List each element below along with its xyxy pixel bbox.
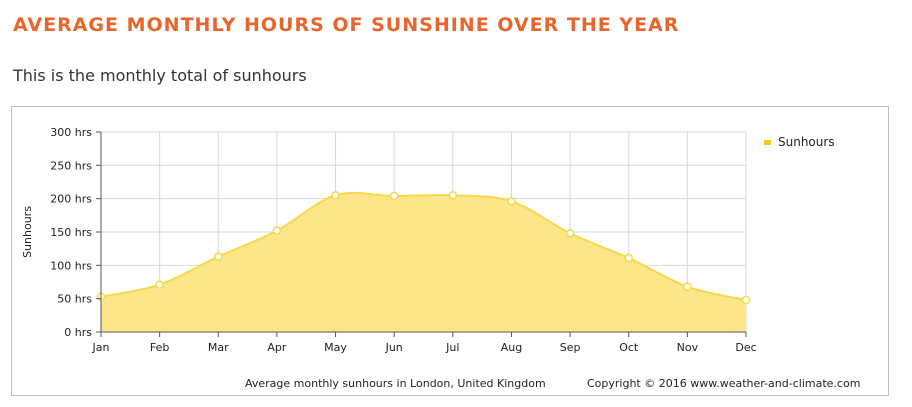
x-tick-label: Sep <box>560 341 581 354</box>
x-tick-label: Jun <box>385 341 403 354</box>
y-tick-label: 100 hrs <box>50 259 92 272</box>
data-point-feb <box>155 280 164 289</box>
x-tick-label: Jan <box>92 341 110 354</box>
x-tick-label: May <box>324 341 347 354</box>
legend-marker <box>764 140 771 145</box>
y-tick-label: 150 hrs <box>50 226 92 239</box>
data-point-nov <box>683 282 692 291</box>
data-point-oct <box>624 253 633 263</box>
x-tick-label: Mar <box>208 341 229 354</box>
x-tick-label: Nov <box>677 341 699 354</box>
copyright-text: Copyright © 2016 www.weather-and-climate… <box>587 377 860 390</box>
x-tick-label: Aug <box>501 341 522 354</box>
x-tick-label: Oct <box>619 341 639 354</box>
data-point-dec <box>741 295 751 305</box>
y-tick-label: 0 hrs <box>64 326 92 339</box>
data-point-jun <box>389 191 399 201</box>
data-point-may <box>331 191 340 200</box>
data-point-mar <box>214 252 223 261</box>
sunhours-area <box>101 192 746 332</box>
y-tick-label: 250 hrs <box>50 159 92 172</box>
sunhours-line <box>100 192 747 301</box>
data-point-sep <box>565 229 575 238</box>
chart-caption: Average monthly sunhours in London, Unit… <box>245 377 546 390</box>
data-point-apr <box>272 226 282 235</box>
axes <box>96 131 747 337</box>
data-point-jul <box>448 191 458 200</box>
tick-labels: 0 hrs 50 hrs 100 hrs 150 hrs 200 hrs 250 hrs 3… <box>50 126 756 354</box>
y-axis-title: Sunhours <box>21 206 34 258</box>
y-tick-label: 200 hrs <box>50 193 92 206</box>
page-subheading: This is the monthly total of sunhours <box>13 66 307 85</box>
sunhours-chart: 0 hrs 50 hrs 100 hrs 150 hrs 200 hrs 250 hrs 3… <box>21 126 860 390</box>
y-tick-label: 300 hrs <box>50 126 92 139</box>
x-tick-label: Jul <box>445 341 459 354</box>
x-tick-label: Apr <box>267 341 287 354</box>
chart-frame: 0 hrs 50 hrs 100 hrs 150 hrs 200 hrs 250 hrs 3… <box>11 106 889 396</box>
y-tick-label: 50 hrs <box>57 293 92 306</box>
x-tick-label: Feb <box>150 341 169 354</box>
data-point-aug <box>507 197 516 206</box>
page-heading: AVERAGE MONTHLY HOURS OF SUNSHINE OVER T… <box>13 14 680 36</box>
legend[interactable]: Sunhours <box>764 135 835 149</box>
x-tick-label: Dec <box>735 341 756 354</box>
legend-entry-sunhours[interactable]: Sunhours <box>778 135 835 149</box>
